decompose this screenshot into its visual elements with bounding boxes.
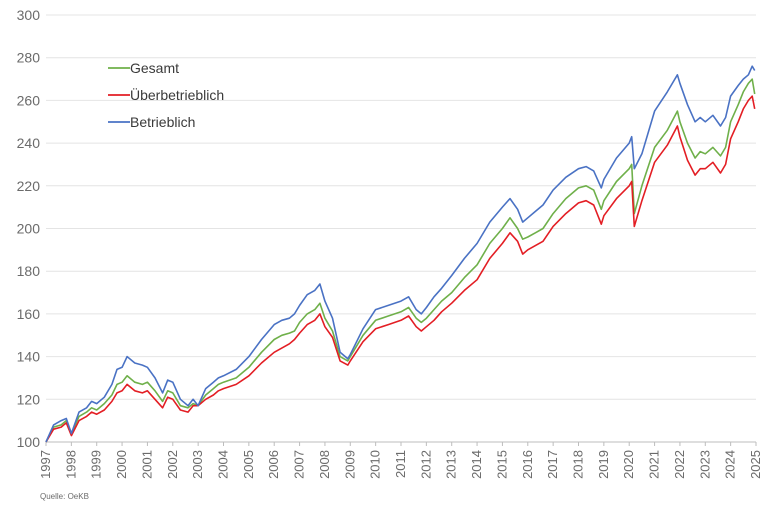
y-tick-label: 280 bbox=[17, 50, 41, 66]
x-tick-label: 2014 bbox=[469, 450, 484, 479]
x-tick-label: 2019 bbox=[596, 450, 611, 479]
x-tick-label: 2017 bbox=[545, 450, 560, 479]
y-axis-ticks: 100 120 140 160 180 200 220 240 260 280 300 bbox=[17, 7, 41, 450]
series-lines bbox=[45, 65, 756, 443]
x-tick-label: 2015 bbox=[494, 450, 509, 479]
y-tick-label: 140 bbox=[17, 349, 41, 365]
y-tick-label: 120 bbox=[17, 391, 41, 407]
x-tick-label: 2012 bbox=[418, 450, 433, 479]
y-tick-label: 160 bbox=[17, 306, 41, 322]
y-tick-label: 180 bbox=[17, 263, 41, 279]
series-line-betrieblich bbox=[45, 65, 756, 443]
x-tick-label: 2002 bbox=[165, 450, 180, 479]
x-tick-label: 2018 bbox=[571, 450, 586, 479]
x-tick-label: 2006 bbox=[266, 450, 281, 479]
x-tick-label: 2010 bbox=[368, 450, 383, 479]
y-tick-label: 240 bbox=[17, 135, 41, 151]
x-tick-label: 2023 bbox=[697, 450, 712, 479]
x-tick-label: 2008 bbox=[317, 450, 332, 479]
x-tick-label: 2025 bbox=[748, 450, 763, 479]
y-tick-label: 300 bbox=[17, 7, 41, 23]
x-tick-label: 2016 bbox=[520, 450, 535, 479]
y-tick-label: 260 bbox=[17, 92, 41, 108]
x-tick-label: 2013 bbox=[444, 450, 459, 479]
source-note: Quelle: OeKB bbox=[40, 492, 89, 501]
x-tick-label: 2021 bbox=[647, 450, 662, 479]
y-tick-label: 200 bbox=[17, 221, 41, 237]
x-tick-label: 2011 bbox=[393, 450, 408, 478]
legend-label: Betrieblich bbox=[130, 114, 195, 130]
x-tick-label: 2024 bbox=[723, 450, 738, 479]
x-tick-label: 2003 bbox=[190, 450, 205, 479]
x-tick-label: 2000 bbox=[114, 450, 129, 479]
gridlines bbox=[46, 14, 756, 400]
series-line--berbetrieblich bbox=[45, 95, 756, 443]
x-tick-label: 2004 bbox=[216, 450, 231, 479]
x-axis-ticks: 1997 1998 1999 2000 2001 2002 2003 2004 2005 2006… bbox=[38, 442, 763, 479]
legend: Gesamt Überbetrieblich Betrieblich bbox=[108, 60, 224, 130]
x-tick-label: 2007 bbox=[292, 450, 307, 479]
y-tick-label: 100 bbox=[17, 434, 41, 450]
x-tick-label: 2005 bbox=[241, 450, 256, 479]
x-tick-label: 2001 bbox=[139, 450, 154, 479]
legend-label: Gesamt bbox=[130, 60, 179, 76]
x-tick-label: 2009 bbox=[342, 450, 357, 479]
x-tick-label: 1997 bbox=[38, 450, 53, 479]
series-line-gesamt bbox=[45, 78, 756, 443]
x-tick-label: 1999 bbox=[89, 450, 104, 479]
legend-label: Überbetrieblich bbox=[130, 86, 224, 103]
x-tick-label: 2022 bbox=[672, 450, 687, 479]
y-tick-label: 220 bbox=[17, 178, 41, 194]
x-tick-label: 1998 bbox=[63, 450, 78, 479]
x-tick-label: 2020 bbox=[621, 450, 636, 479]
